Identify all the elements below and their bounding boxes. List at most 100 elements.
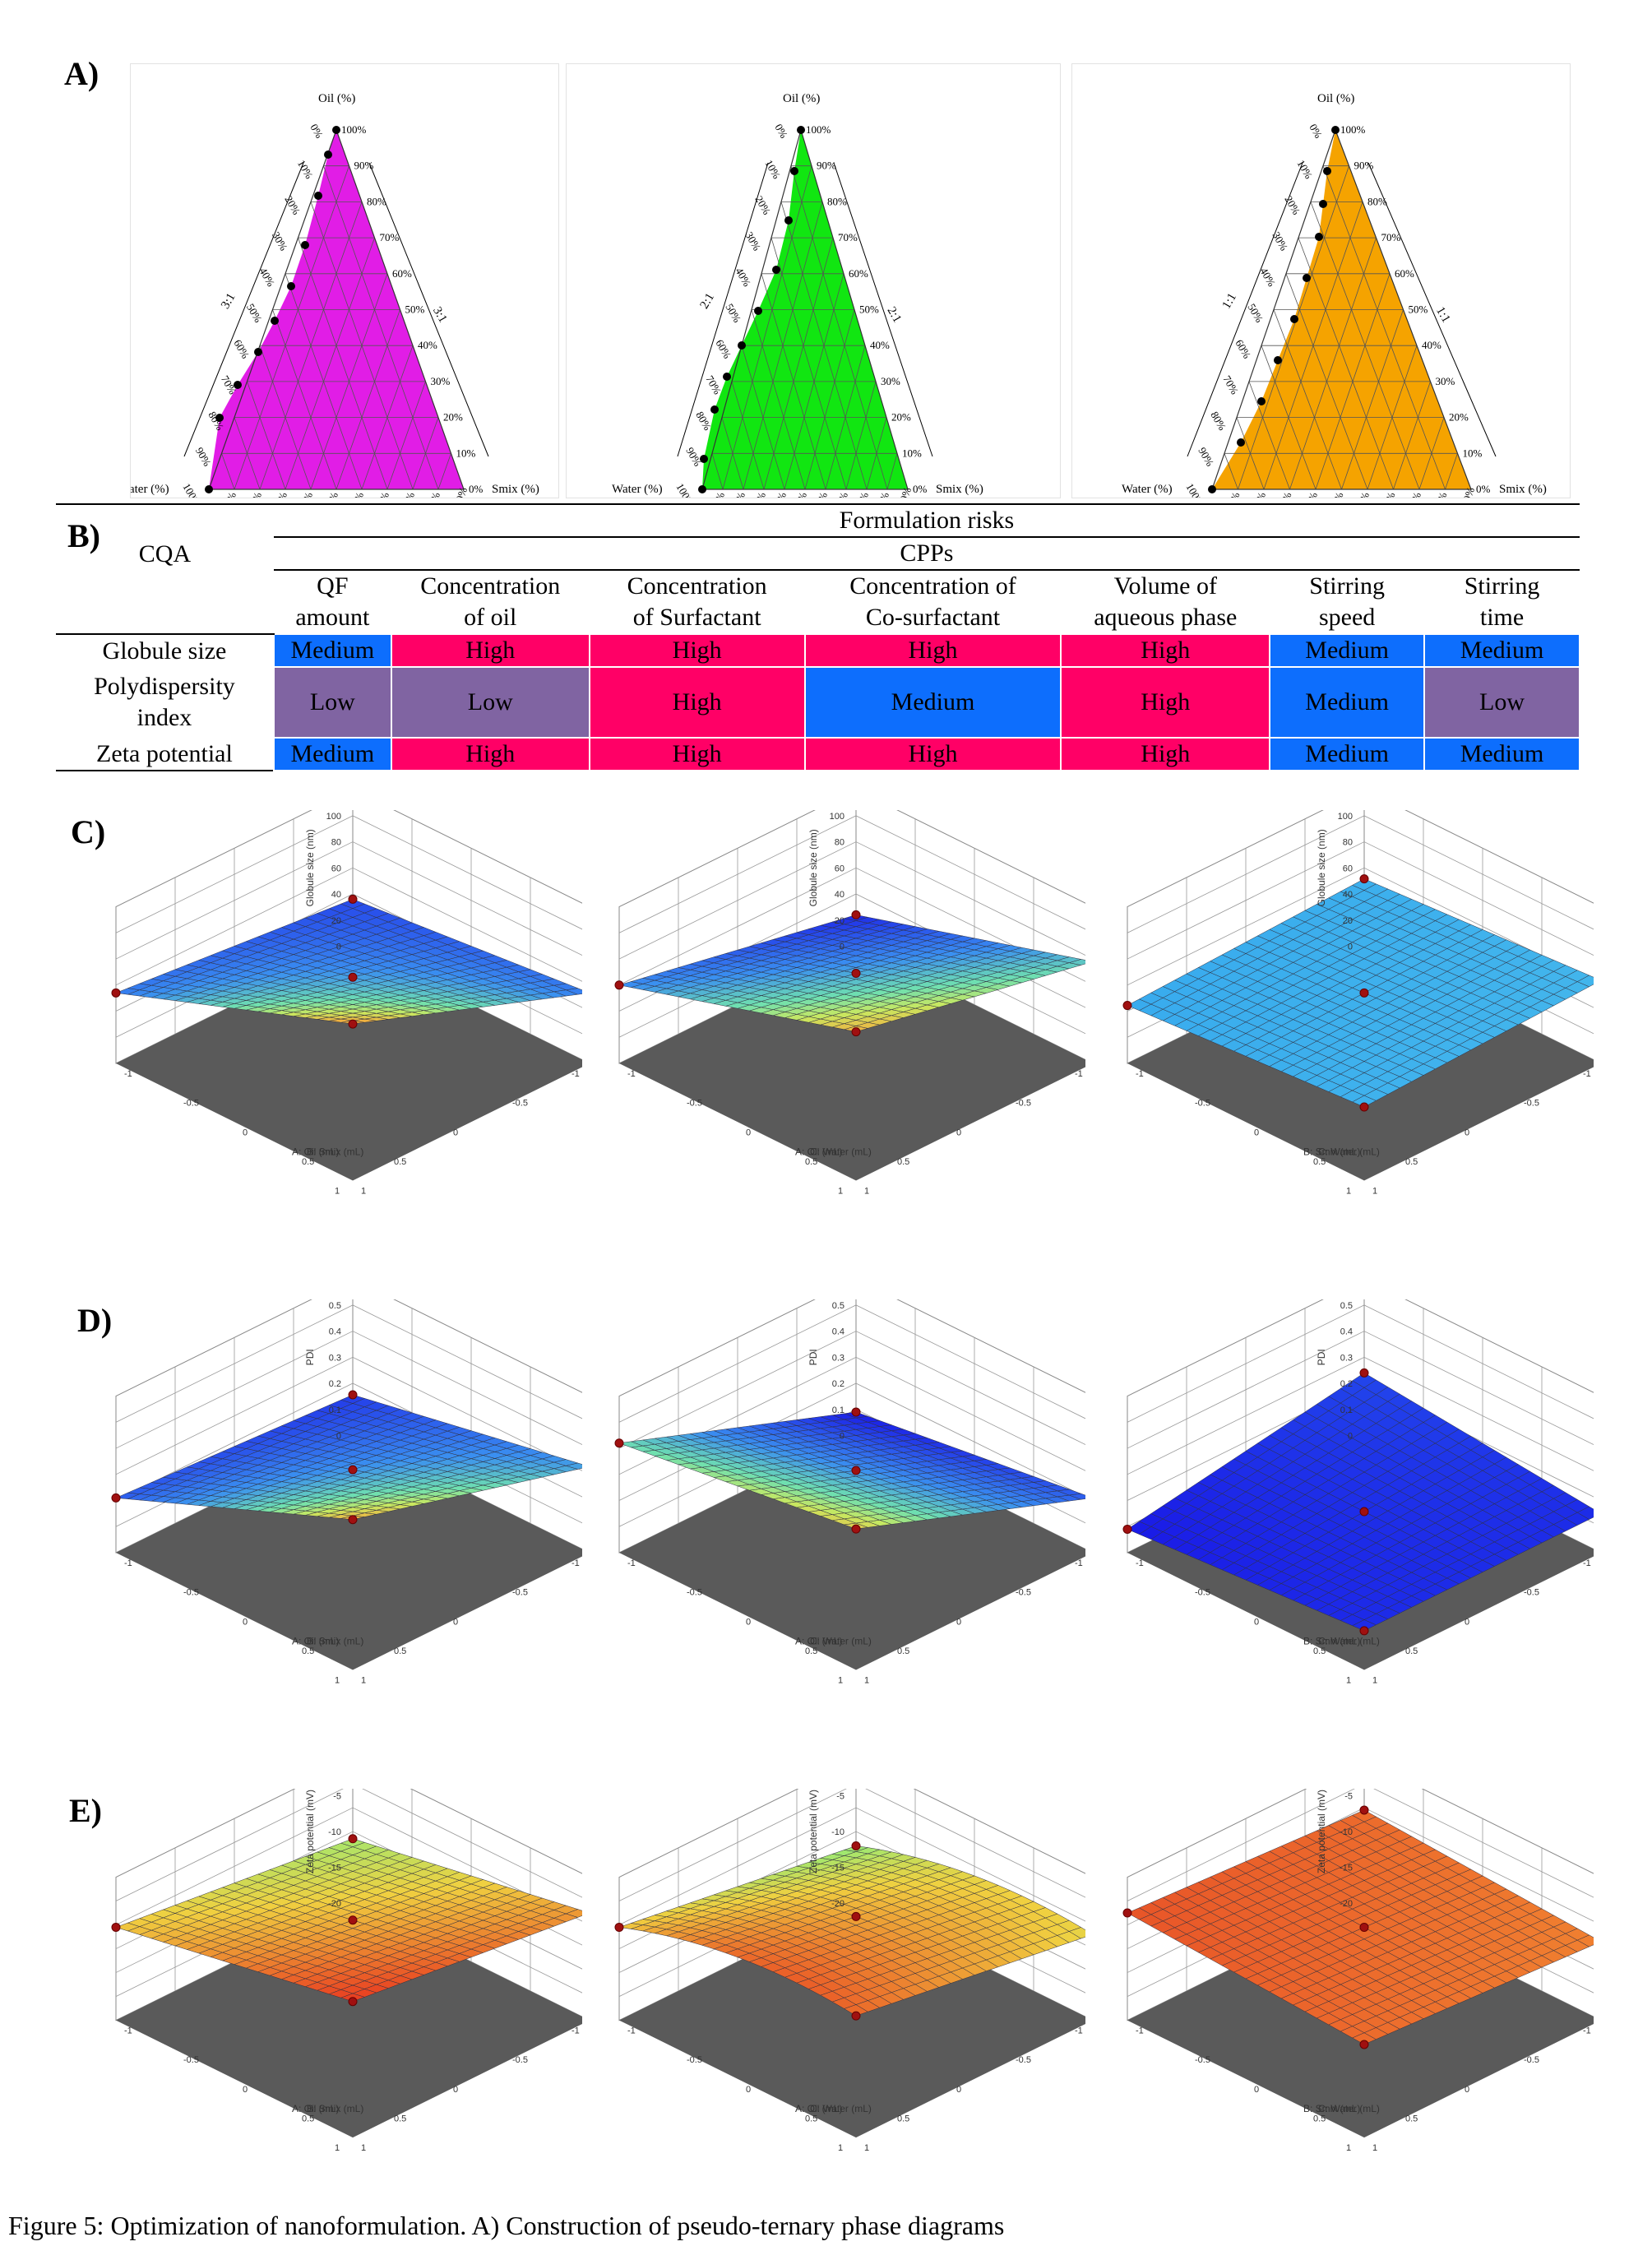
z-axis-label: Globule size (nm) — [1316, 829, 1327, 906]
y-tick-label: -1 — [1583, 2026, 1591, 2036]
x-tick-label: -0.5 — [687, 1099, 702, 1109]
x-tick-label: 1 — [864, 2143, 869, 2153]
risk-cell: High — [390, 633, 590, 668]
grid-line — [1273, 309, 1342, 490]
grid-line — [323, 165, 439, 490]
x-tick-label: -1 — [627, 1558, 636, 1568]
phase-boundary-point — [1290, 315, 1298, 323]
x-tick-label: -0.5 — [1195, 2055, 1210, 2065]
grid-line — [763, 237, 834, 490]
x-tick-label: -1 — [124, 2026, 132, 2036]
tick-label: 70% — [380, 231, 400, 243]
tick-label: 30% — [1275, 490, 1293, 498]
oil-axis-label: Oil (%) — [1317, 92, 1354, 105]
z-tick-label: -15 — [328, 1864, 341, 1873]
tick-label: 50% — [859, 303, 879, 316]
design-point — [614, 1922, 624, 1932]
x-tick-label: -1 — [1136, 1069, 1144, 1079]
phase-boundary-point — [1208, 485, 1216, 493]
tick-label: 20% — [1250, 490, 1268, 498]
design-point — [1359, 874, 1369, 884]
z-tick-label: 0.1 — [1340, 1405, 1353, 1415]
risk-cell: High — [803, 633, 1062, 668]
x-tick-label: -1 — [627, 2026, 636, 2036]
grid-line — [1393, 381, 1431, 490]
risk-cell: High — [588, 633, 806, 668]
z-tick-label: 60 — [835, 864, 845, 873]
phase-boundary-point — [271, 317, 279, 325]
panel-a-label: A) — [64, 55, 99, 92]
design-point — [851, 1524, 861, 1534]
y-tick-label: -1 — [1075, 1558, 1083, 1568]
x-tick-label: -1 — [124, 1558, 132, 1568]
surface-plot-e1: -20 -15 -10 -5 0 Zeta potential (mV) -1 -1 -0.5 -… — [72, 1789, 582, 2210]
z-tick-label: -5 — [333, 1792, 341, 1802]
y-axis-label: C: Water (mL) — [810, 1146, 872, 1157]
phase-boundary-point — [700, 455, 708, 463]
tick-label: 0% — [1307, 122, 1325, 141]
tick-label: 80% — [827, 195, 847, 207]
grid-line — [1224, 453, 1238, 490]
table-row: Polydispersity index Low Low High Medium … — [56, 666, 1580, 739]
y-tick-label: 0 — [453, 1128, 458, 1137]
tick-label: 20% — [752, 193, 773, 216]
x-tick-label: 0 — [746, 1617, 751, 1627]
phase-boundary-point — [215, 414, 224, 422]
tick-label: 20% — [729, 490, 747, 498]
phase-boundary-point — [772, 266, 780, 274]
x-tick-label: -1 — [627, 1069, 636, 1079]
z-tick-label: 100 — [1338, 812, 1353, 822]
tick-label: 90% — [873, 490, 891, 498]
phase-boundary-point — [1274, 356, 1282, 364]
phase-boundary-point — [205, 485, 213, 493]
tick-label: 50% — [791, 490, 809, 498]
z-tick-label: -10 — [1340, 1827, 1353, 1837]
x-tick-label: -0.5 — [1195, 1588, 1210, 1598]
tick-label: 30% — [270, 229, 290, 252]
y-tick-label: -1 — [571, 2026, 580, 2036]
design-point — [614, 1438, 624, 1448]
grid-line — [743, 201, 823, 490]
z-axis-label: Zeta potential (mV) — [807, 1790, 819, 1873]
ratio-arrow — [1187, 162, 1303, 457]
phase-boundary-point — [754, 307, 762, 315]
tick-label: 50% — [1245, 302, 1266, 325]
tick-label: 80% — [853, 490, 871, 498]
y-tick-label: 1 — [335, 1187, 340, 1197]
column-header: Concentration of Surfactant — [627, 572, 767, 631]
tick-label: 30% — [881, 375, 900, 387]
grid-line — [790, 165, 888, 490]
design-point — [111, 1493, 121, 1503]
y-tick-label: -1 — [1075, 2026, 1083, 2036]
risk-cell: High — [803, 737, 1062, 771]
grid-line — [1322, 165, 1446, 490]
grid-line — [770, 237, 847, 490]
grid-line — [298, 237, 388, 490]
design-point — [1359, 1626, 1369, 1636]
x-tick-label: -0.5 — [687, 1588, 702, 1598]
z-tick-label: 0 — [336, 942, 341, 952]
phase-boundary-point — [234, 381, 242, 389]
tick-label: 70% — [373, 490, 391, 498]
tick-label: 90% — [1354, 160, 1374, 172]
z-tick-label: 40 — [835, 890, 845, 900]
x-tick-label: -0.5 — [1195, 1099, 1210, 1109]
surface-cell — [1352, 1809, 1377, 1822]
y-tick-label: 0.5 — [897, 1646, 909, 1656]
tick-label: 20% — [891, 411, 911, 424]
grid-line — [285, 237, 375, 490]
grid-line — [711, 453, 724, 490]
z-tick-label: 40 — [331, 890, 341, 900]
z-tick-label: -20 — [1340, 1899, 1353, 1909]
tick-label: 60% — [812, 490, 830, 498]
x-tick-label: 0.5 — [1313, 1646, 1326, 1656]
surface-cell — [340, 899, 366, 909]
z-tick-label: -5 — [836, 1792, 845, 1802]
tick-label: 40% — [297, 490, 315, 498]
ratio-label: 1:1 — [1220, 291, 1239, 312]
phase-boundary-point — [1315, 233, 1323, 241]
x-axis-label: B: Smix (mL) — [1303, 2103, 1360, 2114]
x-axis-label: A: Oil (mL) — [795, 1146, 842, 1157]
design-point — [851, 1841, 861, 1850]
tick-label: 30% — [431, 375, 451, 387]
